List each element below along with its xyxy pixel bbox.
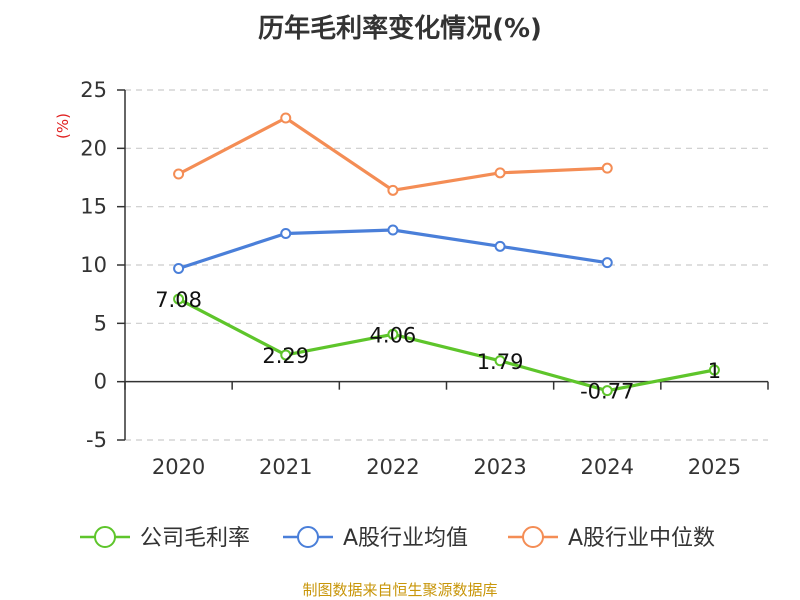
data-label: 1.79	[477, 350, 524, 374]
series-line	[178, 228, 608, 271]
data-point	[280, 228, 292, 239]
x-tick-label: 2024	[581, 455, 634, 479]
series-line	[177, 116, 608, 192]
data-label: 4.06	[370, 323, 417, 347]
data-point	[173, 168, 185, 180]
data-point	[280, 112, 292, 124]
y-tick-label: 0	[94, 370, 107, 394]
y-tick-label: 10	[80, 253, 107, 277]
y-tick-label: 25	[80, 78, 107, 102]
data-point	[280, 349, 292, 361]
legend-swatch-marker	[297, 526, 319, 548]
data-label: 1	[708, 359, 721, 383]
x-tick-label: 2020	[152, 455, 205, 479]
source-note: 制图数据来自恒生聚源数据库	[302, 581, 498, 599]
x-tick-label: 2023	[473, 455, 526, 479]
data-point	[173, 293, 185, 305]
data-point	[601, 162, 613, 174]
data-label: 2.29	[262, 344, 309, 368]
legend-swatch-marker	[94, 526, 116, 548]
x-tick-label: 2021	[259, 455, 312, 479]
x-tick-label: 2025	[688, 455, 741, 479]
legend-label: 公司毛利率	[140, 526, 250, 551]
x-tick-label: 2022	[366, 455, 419, 479]
legend: 公司毛利率 A股行业均值 A股行业中位数	[80, 526, 715, 551]
y-axis-unit-label: (%)	[54, 113, 72, 139]
data-point	[387, 328, 399, 340]
legend-swatch-marker	[522, 526, 544, 548]
chart-title: 历年毛利率变化情况(%)	[258, 14, 542, 44]
data-point	[601, 385, 613, 397]
legend-label: A股行业中位数	[568, 526, 715, 551]
y-tick-label: 15	[80, 195, 107, 219]
y-tick-label: -5	[86, 428, 107, 452]
data-labels: 7.08 2.29 4.06 1.79 -0.77 1	[155, 288, 721, 404]
y-tick-label: 5	[94, 311, 107, 335]
y-tick-label: 20	[80, 136, 107, 160]
data-point	[494, 240, 506, 252]
data-point	[494, 167, 506, 179]
series-lines	[173, 112, 720, 397]
data-label: 7.08	[155, 288, 202, 312]
legend-label: A股行业均值	[343, 526, 468, 551]
data-point	[494, 355, 506, 367]
data-point	[173, 263, 185, 274]
gridlines	[125, 89, 768, 441]
data-point	[387, 224, 399, 236]
data-point	[387, 184, 399, 196]
data-point	[601, 257, 613, 269]
data-point	[708, 364, 720, 376]
series-line	[177, 297, 715, 393]
data-label: -0.77	[580, 380, 634, 404]
